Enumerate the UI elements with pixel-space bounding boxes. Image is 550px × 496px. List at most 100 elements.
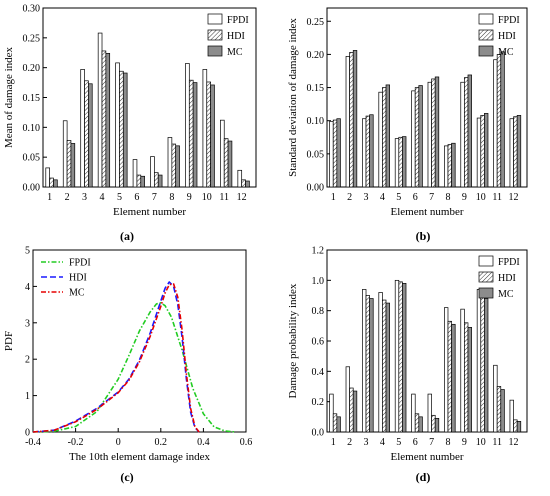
bar-hdi xyxy=(496,386,502,433)
y-tick-label: 0.10 xyxy=(307,116,325,127)
bar-mc xyxy=(484,298,489,433)
bar-fpdi xyxy=(150,156,155,188)
bar-fpdi xyxy=(115,62,120,188)
y-tick-label: 0.10 xyxy=(23,123,41,134)
y-tick-label: 3 xyxy=(25,318,30,329)
bar-fpdi xyxy=(493,364,498,433)
bar-mc xyxy=(369,298,374,433)
bar-fpdi xyxy=(45,167,50,188)
bar-hdi xyxy=(206,81,211,188)
bar-fpdi xyxy=(460,81,465,188)
bar-fpdi xyxy=(329,393,334,433)
legend-swatch-hdi xyxy=(207,29,223,41)
bar-fpdi xyxy=(444,145,449,188)
bar-mc xyxy=(140,175,145,188)
y-axis-label: Standard deviation of damage index xyxy=(287,18,299,177)
bar-mc xyxy=(192,82,198,188)
bar-fpdi xyxy=(132,159,138,188)
bar-mc xyxy=(467,74,472,188)
y-axis-label: Mean of damage index xyxy=(3,46,15,148)
bar-hdi xyxy=(414,413,420,433)
bar-fpdi xyxy=(202,69,208,188)
legend-label-fpdi: FPDI xyxy=(69,258,91,269)
x-tick-label: 4 xyxy=(380,192,385,203)
x-tick-label: 0.6 xyxy=(240,437,253,448)
legend-swatch-hdi xyxy=(478,271,494,283)
bar-hdi xyxy=(398,281,403,433)
bar-fpdi xyxy=(62,120,68,188)
x-tick-label: 9 xyxy=(462,437,467,448)
bar-hdi xyxy=(447,320,452,433)
bar-hdi xyxy=(464,77,469,188)
bar-fpdi xyxy=(237,169,243,188)
y-tick-label: 0.0 xyxy=(312,428,325,439)
bar-mc xyxy=(500,389,505,433)
y-tick-label: 0.20 xyxy=(307,50,325,61)
bar-mc xyxy=(385,84,390,188)
x-tick-label: 10 xyxy=(476,192,486,203)
bar-hdi xyxy=(241,179,246,188)
bar-fpdi xyxy=(476,289,482,433)
y-tick-label: 2 xyxy=(25,355,30,366)
bar-fpdi xyxy=(394,138,400,188)
bar-fpdi xyxy=(509,118,514,188)
x-tick-label: 4 xyxy=(100,192,105,203)
bar-fpdi xyxy=(427,81,432,188)
x-tick-label: 8 xyxy=(169,192,174,203)
y-tick-label: 0.20 xyxy=(23,63,41,74)
bar-fpdi xyxy=(97,32,103,188)
legend-swatch-fpdi xyxy=(207,13,223,25)
legend-label-fpdi: FPDI xyxy=(498,257,520,268)
bar-hdi xyxy=(496,54,502,188)
y-tick-label: 0.8 xyxy=(312,306,325,317)
bar-fpdi xyxy=(411,90,416,188)
x-tick-label: 3 xyxy=(364,192,369,203)
x-tick-label: 7 xyxy=(429,437,434,448)
legend-label-mc: MC xyxy=(498,47,514,58)
bar-mc xyxy=(88,83,93,188)
x-axis-label: The 10th element damage index xyxy=(69,451,211,463)
x-tick-label: 9 xyxy=(187,192,192,203)
bar-mc xyxy=(434,418,440,433)
x-tick-label: 6 xyxy=(134,192,139,203)
legend-swatch-hdi xyxy=(478,29,494,41)
chart-panel-c: PDF The 10th element damage index (c) 0 1 2 3 4… xyxy=(3,246,252,485)
y-tick-label: 0.25 xyxy=(23,33,41,44)
y-tick-label: 4 xyxy=(25,282,30,293)
panel-label: (a) xyxy=(120,229,134,243)
x-tick-label: 2 xyxy=(347,437,352,448)
legend-label-fpdi: FPDI xyxy=(227,15,249,26)
bar-hdi xyxy=(513,419,518,433)
bar-hdi xyxy=(365,295,370,433)
bar-mc xyxy=(175,145,180,188)
plot-frame xyxy=(326,7,528,188)
y-tick-label: 1.2 xyxy=(312,246,325,257)
x-tick-label: 7 xyxy=(429,192,434,203)
bar-fpdi xyxy=(378,292,383,433)
bar-fpdi xyxy=(460,308,465,433)
bar-hdi xyxy=(154,172,159,188)
x-tick-label: 6 xyxy=(413,192,418,203)
bar-hdi xyxy=(464,322,469,433)
x-tick-label: 2 xyxy=(65,192,70,203)
bar-mc xyxy=(516,421,522,433)
bar-fpdi xyxy=(427,393,432,433)
bar-mc xyxy=(434,76,440,188)
bar-fpdi xyxy=(362,289,367,433)
y-tick-label: 0.4 xyxy=(312,367,325,378)
x-tick-label: 11 xyxy=(219,192,229,203)
bar-hdi xyxy=(365,115,370,188)
x-tick-label: 0.2 xyxy=(155,437,168,448)
bar-fpdi xyxy=(345,366,350,433)
bar-mc xyxy=(451,142,456,188)
x-tick-label: 10 xyxy=(202,192,212,203)
series-line-mc xyxy=(32,283,200,433)
bar-mc xyxy=(402,283,407,433)
x-tick-label: 7 xyxy=(152,192,157,203)
series-line-fpdi xyxy=(32,301,236,433)
legend-label-hdi: HDI xyxy=(69,273,87,284)
bar-fpdi xyxy=(378,91,383,188)
bar-hdi xyxy=(136,174,142,188)
bar-hdi xyxy=(431,414,436,433)
x-tick-label: 1 xyxy=(47,192,52,203)
